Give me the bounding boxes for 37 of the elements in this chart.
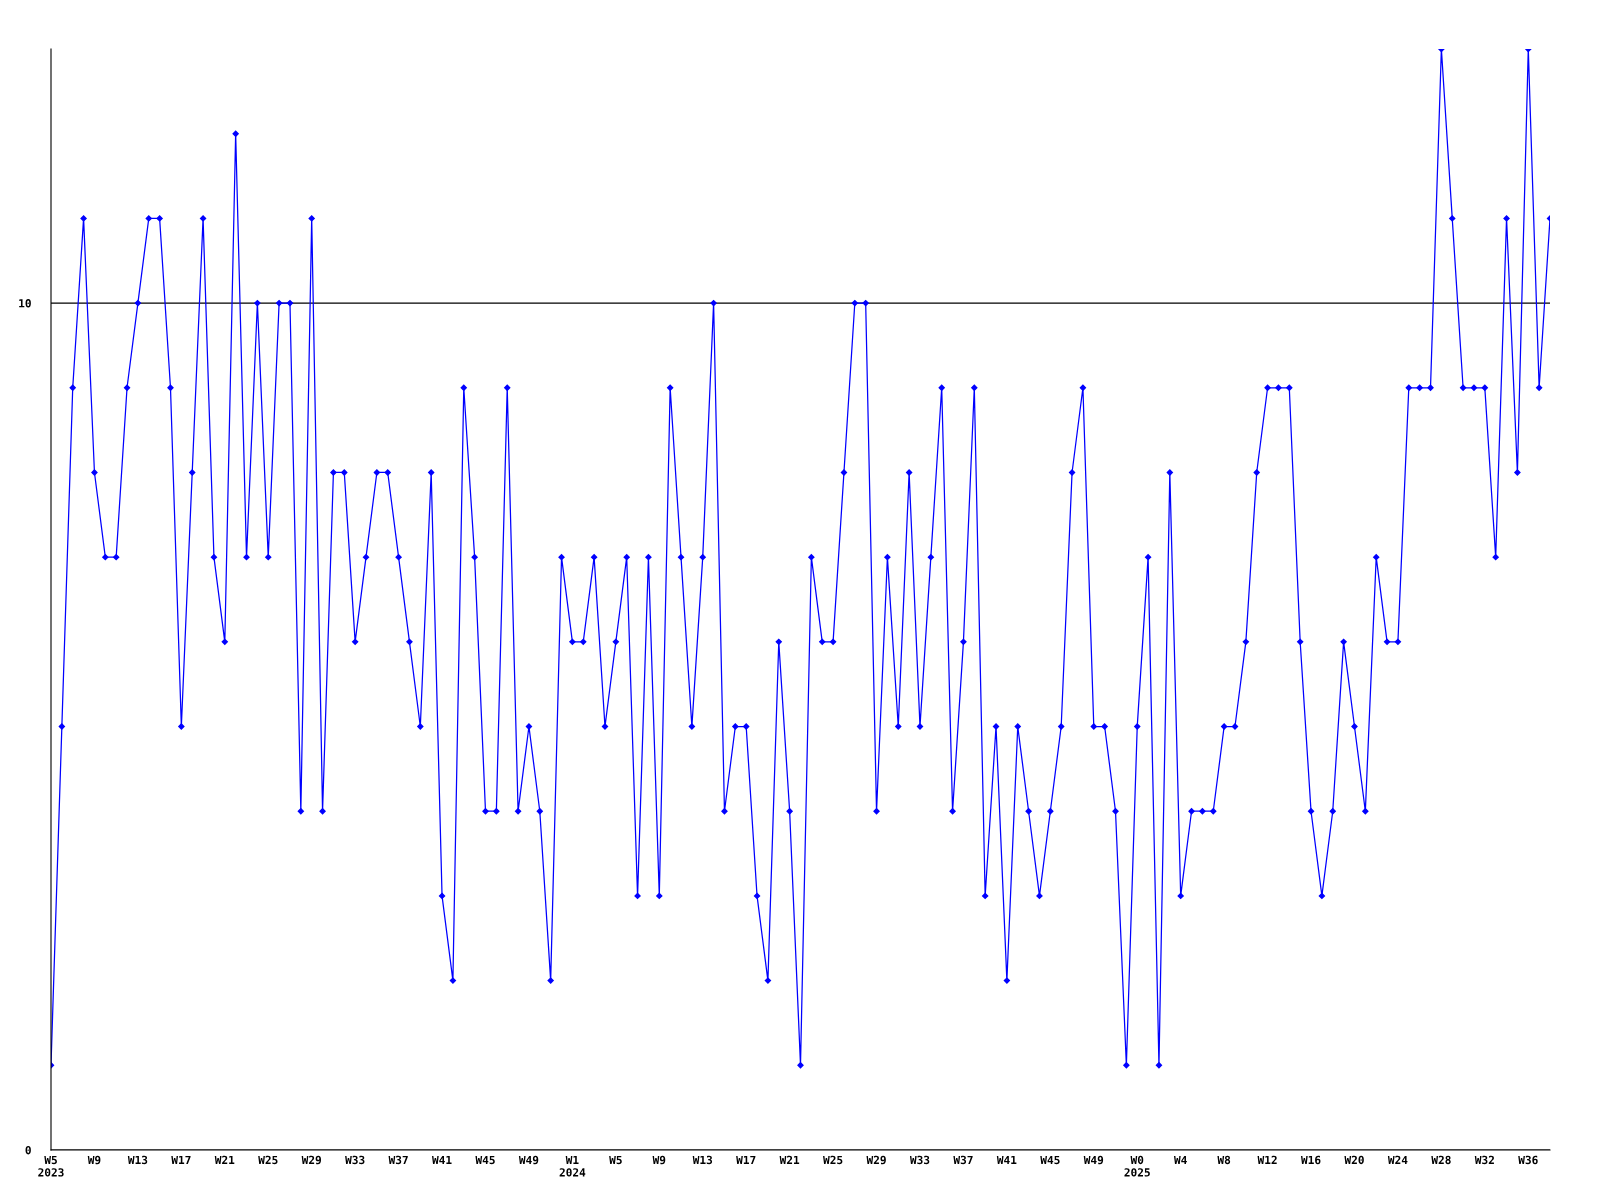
x-tick-label: W49 (518, 1155, 539, 1165)
x-tick-label: W16 (1301, 1155, 1321, 1165)
x-tick-label: W13 (127, 1155, 148, 1165)
x-tick-label: W49 (1083, 1155, 1104, 1165)
x-tick-label: W45 (475, 1155, 495, 1165)
x-tick-label: W17 (171, 1155, 191, 1164)
y-tick-label: 10 (19, 299, 31, 308)
x-tick-label: W28 (1431, 1155, 1451, 1165)
x-tick-label: W9 (652, 1155, 666, 1165)
x-tick-label: W45 (1040, 1155, 1060, 1165)
x-tick-label: W33 (909, 1155, 930, 1165)
x-tick-label: W29 (301, 1155, 322, 1165)
x-tick-label: W29 (866, 1155, 886, 1165)
x-tick-label: W21 (779, 1155, 800, 1164)
x-tick-label: W17 (736, 1155, 756, 1164)
x-tick-label: W25 (258, 1155, 278, 1165)
x-tick-label: W32 (1474, 1155, 1494, 1165)
x-tick-label: W5 2023 (38, 1155, 64, 1177)
x-tick-label: W33 (345, 1155, 365, 1165)
x-tick-label: W21 (214, 1155, 235, 1164)
x-tick-label: W37 (953, 1155, 973, 1165)
x-tick-label: W8 (1217, 1155, 1231, 1165)
x-tick-label: W9 (87, 1155, 101, 1165)
x-tick-label: W25 (823, 1155, 843, 1165)
x-tick-label: W13 (692, 1155, 713, 1165)
x-tick-label: W37 (388, 1155, 408, 1165)
x-tick-label: W41 (432, 1155, 452, 1164)
x-tick-label: W36 (1518, 1155, 1538, 1165)
x-tick-label: W4 (1173, 1155, 1187, 1164)
x-tick-label: W5 (609, 1155, 622, 1165)
x-tick-label: W0 2025 (1124, 1155, 1150, 1177)
y-tick-label: 0 (25, 1145, 31, 1155)
x-tick-label: W1 2024 (559, 1155, 586, 1177)
x-tick-label: W24 (1387, 1155, 1408, 1164)
x-tick-label: W20 (1344, 1155, 1364, 1165)
x-tick-label: W12 (1257, 1155, 1277, 1164)
x-tick-label: W41 (996, 1155, 1017, 1164)
